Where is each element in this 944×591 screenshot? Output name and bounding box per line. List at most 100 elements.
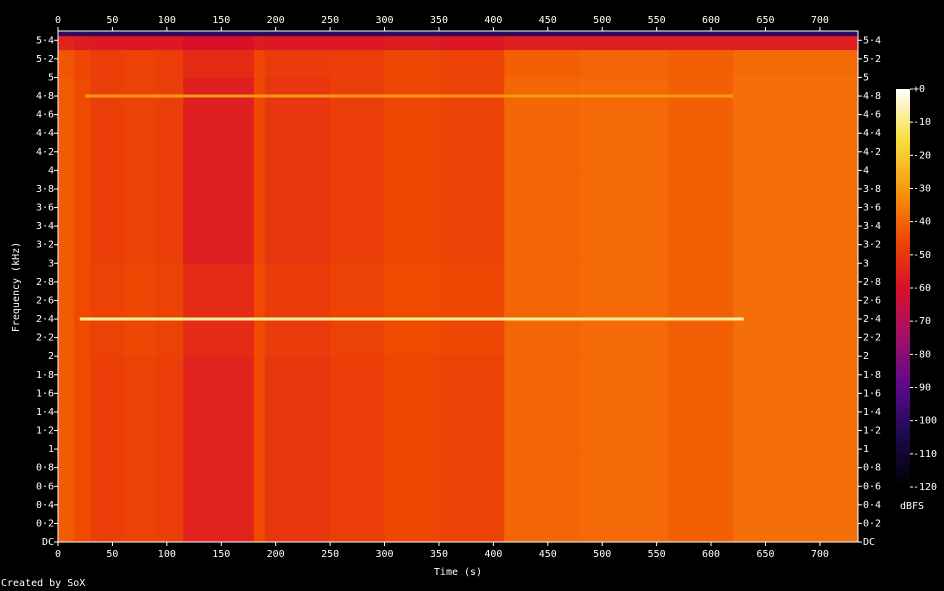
y-tick-label: 1·6 (36, 388, 54, 399)
y-tick-label: 2·8 (863, 277, 881, 288)
heatmap-cell (155, 449, 184, 543)
y-tick-label: 5 (863, 72, 869, 83)
y-tick-label: 4·4 (863, 128, 881, 139)
heatmap-cell (438, 449, 505, 543)
x-tick-label: 150 (212, 15, 230, 26)
y-tick-label: 4·2 (36, 147, 54, 158)
heatmap-cell (504, 35, 581, 51)
heatmap-cell (667, 35, 734, 51)
y-tick-label: 0·6 (36, 481, 54, 492)
heatmap-cell (74, 77, 92, 171)
heatmap-cell (667, 31, 734, 37)
heatmap-cell (330, 31, 386, 37)
heatmap-cell (155, 35, 184, 51)
colorbar-tick-label: -90 (913, 383, 931, 394)
heatmap-cell (155, 77, 184, 171)
heatmap-cell (264, 170, 331, 264)
y-tick-label: 3·2 (36, 240, 54, 251)
y-tick-label: 3·2 (863, 240, 881, 251)
colorbar-tick-label: -40 (913, 217, 931, 228)
y-tick-label: 3·8 (863, 184, 881, 195)
y-tick-label: 5·2 (36, 54, 54, 65)
heatmap-cell (90, 35, 124, 51)
heatmap-cell (253, 449, 266, 543)
heatmap-cell (253, 356, 266, 450)
x-tick-label: 200 (267, 549, 285, 560)
y-tick-label: 0·6 (863, 481, 881, 492)
y-tick-label: 4·2 (863, 147, 881, 158)
heatmap-cell (123, 31, 157, 37)
colorbar-tick-label: -30 (913, 184, 931, 195)
y-tick-label: 2 (863, 351, 869, 362)
x-tick-label: 550 (648, 15, 666, 26)
heatmap-cell (732, 170, 859, 264)
heatmap-cell (504, 449, 581, 543)
heatmap-cell (732, 356, 859, 450)
y-tick-label: 0·2 (36, 518, 54, 529)
colorbar (896, 89, 910, 487)
colorbar-tick-label: -100 (913, 416, 937, 427)
y-tick-label: 1·8 (36, 370, 54, 381)
y-axis-label: Frequency (kHz) (11, 242, 22, 332)
heatmap-cell (183, 263, 255, 357)
y-tick-label: 5 (48, 72, 54, 83)
heatmap-cell (123, 77, 157, 171)
x-tick-label: 650 (756, 15, 774, 26)
heatmap-cell (438, 49, 505, 78)
y-tick-label: 3·8 (36, 184, 54, 195)
y-tick-label: 0·8 (863, 463, 881, 474)
heatmap-cell (330, 170, 386, 264)
heatmap-cell (183, 35, 255, 51)
heatmap-cell (438, 35, 505, 51)
heatmap-cell (580, 449, 669, 543)
colorbar-tick-label: -20 (913, 150, 931, 161)
heatmap-cell (253, 170, 266, 264)
x-tick-label: 100 (158, 15, 176, 26)
colorbar-tick-label: -110 (913, 449, 937, 460)
heatmap-cell (253, 263, 266, 357)
heatmap-cell (580, 35, 669, 51)
y-tick-label: 3·6 (863, 203, 881, 214)
y-tick-label: 2·8 (36, 277, 54, 288)
heatmap-cell (74, 263, 92, 357)
heatmap-cell (667, 356, 734, 450)
y-tick-label: 2·4 (863, 314, 881, 325)
heatmap-cell (438, 356, 505, 450)
heatmap-cell (330, 35, 386, 51)
y-tick-label: 5·4 (36, 35, 54, 46)
heatmap-cell (732, 263, 859, 357)
heatmap-cell (155, 31, 184, 37)
heatmap-cell (504, 31, 581, 37)
y-tick-label: 2·2 (36, 333, 54, 344)
colorbar-tick-label: -120 (913, 482, 937, 493)
y-tick-label: 2 (48, 351, 54, 362)
x-tick-label: 0 (55, 549, 61, 560)
heatmap-cell (58, 356, 75, 450)
x-tick-label: 700 (811, 15, 829, 26)
y-tick-label: 2·6 (863, 295, 881, 306)
y-tick-label: 1·8 (863, 370, 881, 381)
y-tick-label: 3 (48, 258, 54, 269)
heatmap-cell (580, 170, 669, 264)
heatmap-cell (330, 263, 386, 357)
heatmap-cell (384, 170, 440, 264)
heatmap-cell (58, 49, 75, 78)
x-tick-label: 300 (375, 549, 393, 560)
heatmap-cell (732, 77, 859, 171)
colorbar-tick-label: -60 (913, 283, 931, 294)
y-tick-label: 5·2 (863, 54, 881, 65)
heatmap-cell (264, 449, 331, 543)
heatmap-cell (732, 449, 859, 543)
heatmap-cell (74, 49, 92, 78)
footer: Created by SoX (1, 578, 85, 589)
x-tick-label: 300 (375, 15, 393, 26)
heatmap-cell (667, 449, 734, 543)
x-tick-label: 50 (106, 549, 118, 560)
y-tick-label: 2·4 (36, 314, 54, 325)
x-tick-label: 650 (756, 549, 774, 560)
y-tick-label: 1 (863, 444, 869, 455)
heatmap-cell (90, 31, 124, 37)
heatmap-cell (90, 449, 124, 543)
heatmap-cell (123, 449, 157, 543)
